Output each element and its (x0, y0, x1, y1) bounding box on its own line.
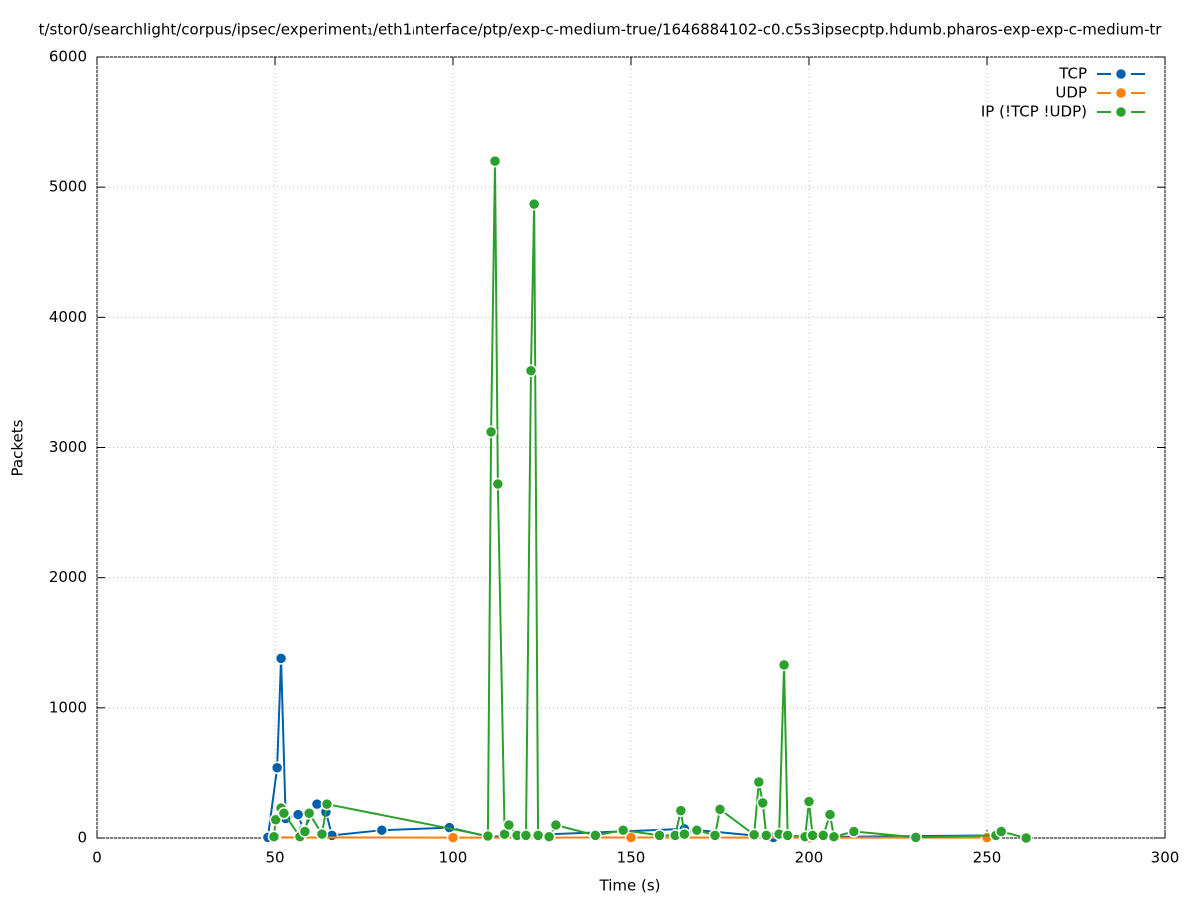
point (524, 364, 538, 377)
point (298, 825, 312, 838)
point (616, 823, 630, 837)
point (708, 829, 722, 842)
y-tick-label: 5000 (49, 178, 87, 196)
x-tick-label: 150 (617, 849, 646, 867)
point (320, 797, 334, 811)
point (542, 830, 556, 843)
point (781, 829, 794, 842)
legend-label: UDP (1055, 84, 1087, 102)
point (488, 154, 502, 168)
point (847, 825, 861, 838)
point (752, 775, 766, 789)
point (678, 827, 691, 841)
point (674, 804, 688, 817)
point (481, 829, 495, 843)
x-tick-label: 250 (973, 849, 1002, 867)
point (527, 197, 541, 211)
point (827, 830, 841, 843)
point (491, 477, 505, 491)
x-tick-label: 100 (439, 849, 468, 867)
point (315, 827, 329, 841)
point (446, 831, 460, 844)
point (531, 829, 545, 842)
x-tick-label: 300 (1151, 849, 1180, 867)
legend-label: TCP (1058, 65, 1087, 83)
x-tick-label: 0 (92, 849, 102, 867)
legend-marker (1114, 105, 1128, 119)
point (690, 823, 704, 837)
point (760, 829, 773, 842)
point (994, 825, 1008, 838)
point (269, 813, 282, 827)
chart-title: t/stor0/searchlight/corpus/ipsec/experim… (39, 21, 1163, 39)
point (823, 808, 837, 821)
point (756, 796, 769, 810)
point (484, 425, 498, 439)
point (653, 829, 666, 842)
point (806, 829, 819, 842)
x-tick-label: 200 (795, 849, 824, 867)
point (291, 808, 305, 821)
point (816, 829, 830, 842)
x-axis-label: Time (s) (599, 877, 661, 895)
y-tick-label: 3000 (49, 438, 87, 456)
y-tick-label: 6000 (49, 48, 87, 66)
y-tick-label: 1000 (49, 698, 87, 716)
point (325, 829, 339, 842)
series-line (272, 161, 1027, 839)
series (267, 154, 1033, 845)
legend-label: IP (!TCP !UDP) (981, 103, 1087, 121)
legend-marker (1114, 86, 1128, 100)
point (270, 761, 284, 774)
point (519, 829, 533, 842)
point (502, 818, 516, 832)
point (909, 831, 923, 844)
point (589, 829, 602, 842)
y-axis-label: Packets (9, 419, 27, 476)
point (302, 807, 316, 820)
point (1019, 831, 1033, 845)
point (274, 652, 288, 665)
x-tick-label: 50 (265, 849, 284, 867)
point (375, 823, 389, 837)
legend-marker (1114, 67, 1128, 81)
point (267, 830, 281, 843)
point (777, 658, 791, 672)
point (713, 803, 727, 816)
y-tick-label: 2000 (49, 568, 87, 586)
y-tick-label: 0 (77, 829, 87, 847)
y-tick-label: 4000 (49, 308, 87, 326)
point (277, 807, 291, 820)
point (549, 818, 563, 832)
point (747, 828, 761, 841)
point (802, 795, 816, 808)
